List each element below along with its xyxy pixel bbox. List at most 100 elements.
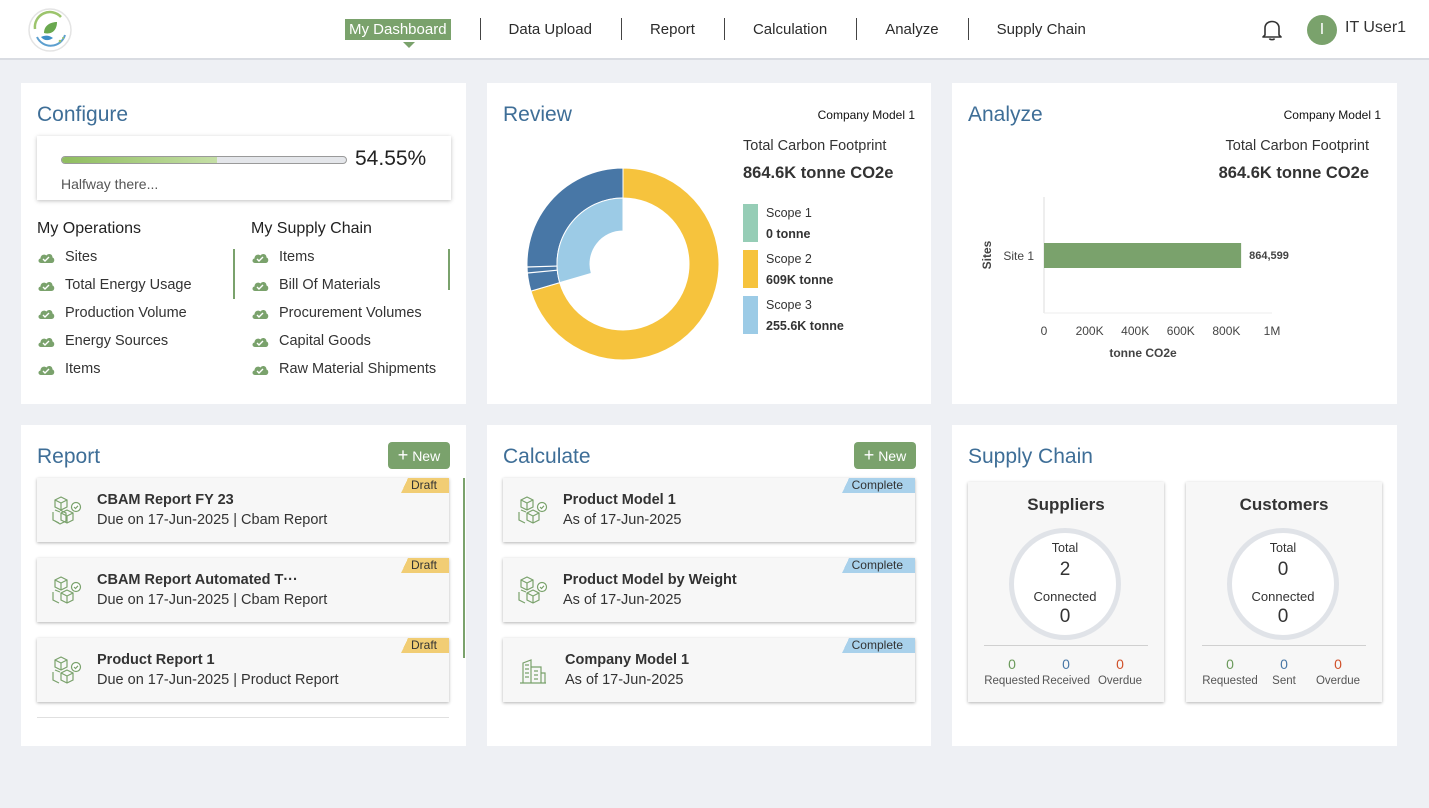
progress-note: Halfway there...	[61, 176, 159, 192]
nav-analyze[interactable]: Analyze	[856, 18, 967, 42]
calculation-item[interactable]: Product Model 1 As of 17-Jun-2025 Comple…	[503, 478, 915, 542]
card-title[interactable]: Configure	[37, 103, 129, 126]
customers-ring: Total 0 Connected 0	[1227, 528, 1339, 640]
button-label: New	[878, 448, 907, 464]
site-bar-chart[interactable]: Site 1 864,599 0 200K 400K 600K 800K 1M tonne CO…	[972, 193, 1302, 363]
legend-swatch	[743, 250, 758, 288]
card-title[interactable]: Supply Chain	[968, 445, 1093, 468]
progress-fill	[62, 157, 217, 163]
legend-name: Scope 3	[766, 298, 812, 312]
list-item[interactable]: Items	[37, 361, 192, 389]
stat-label: Received	[1042, 675, 1090, 687]
model-label: Company Model 1	[817, 108, 915, 122]
cloud-check-icon	[38, 253, 55, 263]
overdue-stat[interactable]: 0 Overdue	[1308, 656, 1368, 687]
button-label: New	[412, 448, 441, 464]
overdue-stat[interactable]: 0 Overdue	[1090, 656, 1150, 687]
item-subtitle: As of 17-Jun-2025	[563, 512, 682, 528]
calculation-item[interactable]: Product Model by Weight As of 17-Jun-202…	[503, 558, 915, 622]
y-tick-label: Site 1	[1003, 249, 1034, 263]
stat-value: 0	[1226, 656, 1234, 672]
building-icon	[520, 659, 546, 684]
avatar[interactable]: I	[1307, 15, 1337, 45]
list-item[interactable]: Bill Of Materials	[251, 277, 436, 305]
nav-data-upload[interactable]: Data Upload	[479, 18, 621, 42]
list-item[interactable]: Capital Goods	[251, 333, 436, 361]
card-title[interactable]: Report	[37, 445, 101, 468]
card-title[interactable]: Analyze	[968, 103, 1043, 126]
sent-stat[interactable]: 0 Sent	[1254, 656, 1314, 687]
data-label: 864,599	[1249, 250, 1289, 262]
requested-stat[interactable]: 0 Requested	[1200, 656, 1260, 687]
item-label: Procurement Volumes	[279, 305, 422, 321]
x-tick-label: 800K	[1212, 324, 1240, 338]
leaf-logo-icon[interactable]	[27, 7, 73, 53]
list-item[interactable]: Items	[251, 249, 436, 277]
customers-panel[interactable]: Customers Total 0 Connected 0 0 Requested…	[1186, 482, 1382, 702]
report-item[interactable]: CBAM Report FY 23 Due on 17-Jun-2025 | C…	[37, 478, 449, 542]
configure-card: Configure 54.55% Halfway there... My Ope…	[21, 83, 466, 404]
card-title[interactable]: Review	[503, 103, 572, 126]
card-title[interactable]: Calculate	[503, 445, 591, 468]
item-title: Company Model 1	[565, 652, 690, 668]
connected-value: 0	[1277, 606, 1289, 627]
list-divider	[37, 717, 449, 718]
cloud-check-icon	[252, 309, 269, 319]
cubes-icon	[52, 496, 82, 525]
nav-report[interactable]: Report	[620, 18, 724, 42]
item-title: Product Model 1	[563, 492, 676, 508]
legend-value: 609K tonne	[766, 273, 834, 287]
scrollbar[interactable]	[448, 249, 450, 290]
list-item[interactable]: Production Volume	[37, 305, 192, 333]
received-stat[interactable]: 0 Received	[1036, 656, 1096, 687]
list-item[interactable]: Total Energy Usage	[37, 277, 192, 305]
total-label: Total	[1051, 541, 1079, 555]
item-label: Total Energy Usage	[65, 277, 192, 293]
list-item[interactable]: Procurement Volumes	[251, 305, 436, 333]
item-title: Product Report 1	[97, 652, 215, 668]
list-item[interactable]: Energy Sources	[37, 333, 192, 361]
x-tick-label: 0	[1041, 324, 1048, 338]
calculation-item[interactable]: Company Model 1 As of 17-Jun-2025 Comple…	[503, 638, 915, 702]
footprint-label: Total Carbon Footprint	[743, 138, 887, 154]
item-label: Energy Sources	[65, 333, 169, 349]
analyze-card: Analyze Company Model 1 Total Carbon Foo…	[952, 83, 1397, 404]
divider	[233, 249, 235, 299]
report-item[interactable]: Product Report 1 Due on 17-Jun-2025 | Pr…	[37, 638, 449, 702]
nav-label: Report	[649, 21, 695, 38]
donut-separator	[527, 265, 558, 268]
nav-label: Supply Chain	[996, 21, 1086, 38]
legend-name: Scope 1	[766, 206, 812, 220]
item-label: Production Volume	[65, 305, 187, 321]
calculate-card: Calculate + New Product Model 1 As of 17…	[487, 425, 931, 746]
nav-calculation[interactable]: Calculation	[723, 18, 856, 42]
total-label: Total	[1269, 541, 1297, 555]
item-title: CBAM Report FY 23	[97, 492, 234, 508]
new-report-button[interactable]: + New	[388, 442, 450, 469]
stat-label: Requested	[984, 675, 1040, 687]
review-card: Review Company Model 1 Total Carbon Foot…	[487, 83, 931, 404]
status-badge: Draft	[396, 638, 449, 653]
list-item[interactable]: Sites	[37, 249, 192, 277]
scope-donut-chart[interactable]	[527, 168, 719, 360]
stat-value: 0	[1008, 656, 1016, 672]
footprint-value: 864.6K tonne CO2e	[743, 164, 894, 182]
nav-my-dashboard[interactable]: My Dashboard	[333, 18, 480, 48]
connected-label: Connected	[1033, 589, 1097, 604]
nav-label: Analyze	[885, 21, 939, 38]
requested-stat[interactable]: 0 Requested	[982, 656, 1042, 687]
bell-icon[interactable]	[1259, 17, 1285, 43]
scrollbar[interactable]	[463, 478, 465, 658]
item-label: Raw Material Shipments	[279, 361, 437, 377]
list-item[interactable]: Raw Material Shipments	[251, 361, 436, 389]
operations-list: Sites Total Energy Usage Production Volu…	[37, 249, 192, 389]
legend-name: Scope 2	[766, 252, 812, 266]
plus-icon: +	[863, 445, 875, 465]
nav-label: Calculation	[752, 21, 828, 38]
user-name[interactable]: IT User1	[1345, 19, 1407, 36]
report-item[interactable]: CBAM Report Automated T··· Due on 17-Jun…	[37, 558, 449, 622]
suppliers-panel[interactable]: Suppliers Total 2 Connected 0 0 Requested…	[968, 482, 1164, 702]
item-subtitle: As of 17-Jun-2025	[563, 592, 682, 608]
new-calculation-button[interactable]: + New	[854, 442, 916, 469]
nav-supply-chain[interactable]: Supply Chain	[967, 18, 1115, 42]
